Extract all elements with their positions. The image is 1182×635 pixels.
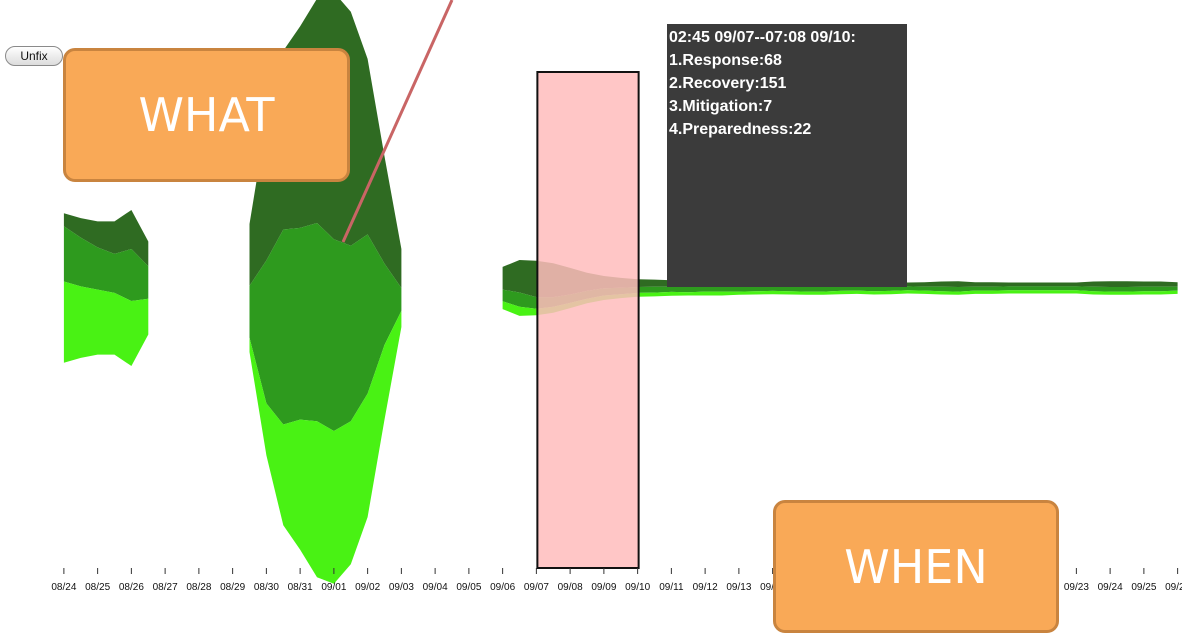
tooltip-line-response: 1.Response:68: [669, 52, 782, 69]
x-tick-label: 09/07: [524, 582, 549, 593]
time-selection-brush[interactable]: [536, 71, 640, 569]
x-tick-label: 08/30: [254, 582, 279, 593]
when-callout-label: WHEN: [844, 539, 988, 594]
x-tick-label: 09/01: [321, 582, 346, 593]
x-tick-label: 09/04: [423, 582, 448, 593]
x-tick-label: 09/03: [389, 582, 414, 593]
selection-rect[interactable]: [536, 71, 640, 569]
tooltip-line-preparedness: 4.Preparedness:22: [669, 121, 812, 138]
x-tick-label: 09/12: [693, 582, 718, 593]
what-callout-label: WHAT: [138, 88, 275, 142]
unfix-button[interactable]: Unfix: [5, 46, 63, 66]
stream-layer-2-segment-0: [63, 281, 149, 366]
when-callout: WHEN: [773, 500, 1059, 633]
x-tick-label: 09/11: [659, 582, 684, 593]
stream-layer-2-segment-1: [249, 310, 402, 584]
x-tick-label: 09/23: [1064, 582, 1089, 593]
x-tick-label: 09/10: [625, 582, 650, 593]
x-tick-label: 09/06: [490, 582, 515, 593]
x-tick-label: 09/08: [558, 582, 583, 593]
what-callout: WHAT: [63, 48, 350, 182]
x-tick-label: 09/24: [1098, 582, 1123, 593]
x-tick-label: 08/28: [186, 582, 211, 593]
x-tick-label: 08/29: [220, 582, 245, 593]
selection-tooltip: 02:45 09/07--07:08 09/10: 1.Response:68 …: [667, 24, 907, 287]
x-tick-label: 09/14: [760, 582, 785, 593]
x-tick-label: 09/09: [591, 582, 616, 593]
x-tick-label: 09/25: [1131, 582, 1156, 593]
stream-layer-2-segment-2: [502, 290, 1178, 316]
x-tick-label: 08/24: [51, 582, 76, 593]
x-tick-label: 08/27: [153, 582, 178, 593]
x-tick-label: 09/26: [1165, 582, 1182, 593]
annotation-pointer-line: [341, 0, 454, 243]
x-tick-label: 08/31: [288, 582, 313, 593]
stream-layer-0-segment-0: [63, 210, 149, 267]
x-tick-label: 09/13: [726, 582, 751, 593]
x-tick-label: 09/02: [355, 582, 380, 593]
tooltip-range: 02:45 09/07--07:08 09/10:: [669, 29, 856, 46]
stream-layer-1-segment-2: [502, 285, 1178, 309]
tooltip-line-mitigation: 3.Mitigation:7: [669, 98, 773, 115]
tooltip-line-recovery: 2.Recovery:151: [669, 75, 787, 92]
stream-layer-1-segment-1: [249, 223, 402, 431]
stream-layer-1-segment-0: [63, 226, 149, 301]
x-tick-label: 08/26: [119, 582, 144, 593]
x-tick-label: 08/25: [85, 582, 110, 593]
x-tick-label: 09/05: [456, 582, 481, 593]
